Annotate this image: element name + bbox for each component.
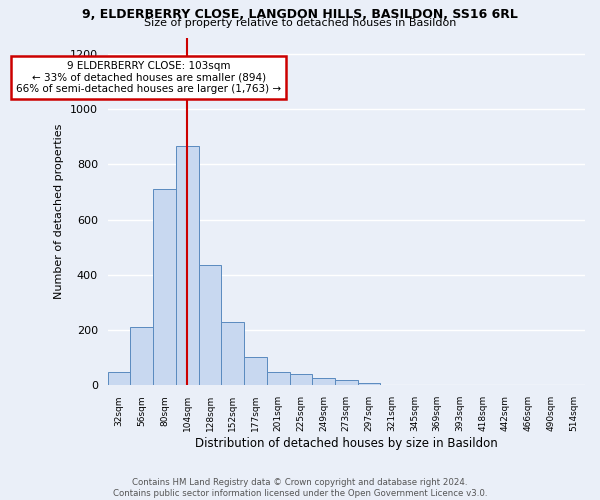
Bar xyxy=(108,372,130,386)
Bar xyxy=(130,328,153,386)
Bar xyxy=(221,322,244,386)
Text: Contains HM Land Registry data © Crown copyright and database right 2024.
Contai: Contains HM Land Registry data © Crown c… xyxy=(113,478,487,498)
Bar xyxy=(267,372,290,386)
Bar xyxy=(244,357,267,386)
Bar xyxy=(153,190,176,386)
Bar xyxy=(335,380,358,386)
Y-axis label: Number of detached properties: Number of detached properties xyxy=(55,124,64,299)
Bar xyxy=(290,374,312,386)
Text: 9, ELDERBERRY CLOSE, LANGDON HILLS, BASILDON, SS16 6RL: 9, ELDERBERRY CLOSE, LANGDON HILLS, BASI… xyxy=(82,8,518,20)
X-axis label: Distribution of detached houses by size in Basildon: Distribution of detached houses by size … xyxy=(195,437,498,450)
Bar xyxy=(176,146,199,386)
Bar xyxy=(312,378,335,386)
Bar xyxy=(199,266,221,386)
Text: Size of property relative to detached houses in Basildon: Size of property relative to detached ho… xyxy=(144,18,456,28)
Text: 9 ELDERBERRY CLOSE: 103sqm
← 33% of detached houses are smaller (894)
66% of sem: 9 ELDERBERRY CLOSE: 103sqm ← 33% of deta… xyxy=(16,61,281,94)
Bar xyxy=(358,382,380,386)
